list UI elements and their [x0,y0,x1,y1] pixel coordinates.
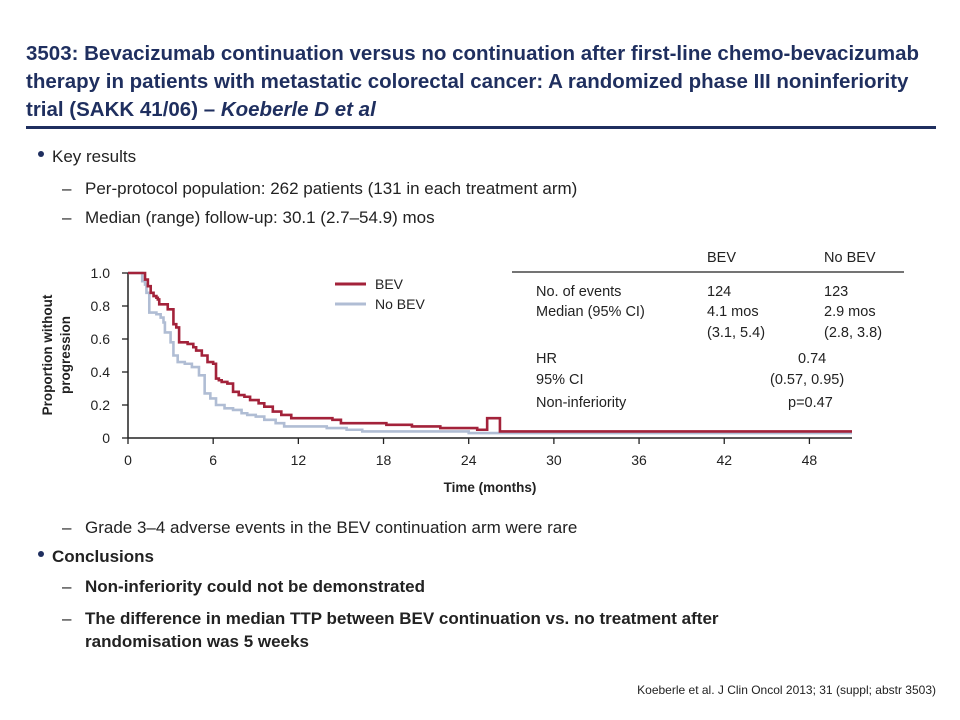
table-row-ci-bev: (3.1, 5.4) [707,325,766,341]
x-tick-label: 30 [546,452,562,468]
series-line-bev [128,271,852,433]
table-ni-value: p=0.47 [788,395,833,411]
x-tick-label: 6 [209,452,217,468]
y-ticks: 0 0.2 0.4 0.6 0.8 1.0 [91,265,128,446]
sub-bullet-adverse-events: Grade 3–4 adverse events in the BEV cont… [85,518,578,537]
table-row-ci-nobev: (2.8, 3.8) [824,325,883,341]
table-row-median-label: Median (95% CI) [536,304,645,320]
citation: Koeberle et al. J Clin Oncol 2013; 31 (s… [637,683,936,697]
kaplan-meier-chart: Proportion without progression 0 0.2 0.4 0.6… [40,265,904,495]
y-axis-label-line: Proportion without [40,294,55,415]
sub-bullet-follow-up: Median (range) follow-up: 30.1 (2.7–54.9… [85,208,435,227]
table-row-events-label: No. of events [536,284,622,300]
bullet-key-results: Key results [52,147,137,166]
x-tick-label: 12 [291,452,307,468]
conclusion-median-ttp-line1: The difference in median TTP between BEV… [85,609,719,628]
legend-label-nobev: No BEV [375,296,425,312]
x-axis-label: Time (months) [444,480,537,495]
table-ni-label: Non-inferiority [536,395,627,411]
x-tick-label: 24 [461,452,477,468]
table-row-median-nobev: 2.9 mos [824,304,876,320]
table-header-nobev: No BEV [824,250,876,266]
x-tick-label: 0 [124,452,132,468]
table-row-events-bev: 124 [707,284,732,300]
x-ticks: 0 6 12 18 24 30 36 42 48 [124,438,817,468]
y-tick-label: 0.8 [91,298,111,314]
bullet-dot-conclusions [38,551,44,557]
dash-2: – [62,208,72,227]
y-tick-label: 0.6 [91,331,111,347]
title-main: 3503: Bevacizumab continuation versus no… [26,42,920,121]
conclusion-non-inferiority: Non-inferiority could not be demonstrate… [85,577,426,596]
y-tick-label: 0.2 [91,397,111,413]
y-tick-label: 1.0 [91,265,111,281]
conclusion-median-ttp-line2: randomisation was 5 weeks [85,632,309,651]
sub-bullet-population: Per-protocol population: 262 patients (1… [85,179,578,198]
y-tick-label: 0 [102,430,110,446]
y-axis-label: Proportion without progression [40,294,73,415]
y-tick-label: 0.4 [91,364,111,380]
table-ci-label: 95% CI [536,372,584,388]
dash-5: – [62,609,72,628]
x-tick-label: 48 [802,452,818,468]
slide-title: 3503: Bevacizumab continuation versus no… [26,40,941,124]
table-row-median-bev: 4.1 mos [707,304,759,320]
bullet-dot-key-results [38,151,44,157]
table-hr-value: 0.74 [798,351,827,367]
table-hr-label: HR [536,351,557,367]
x-tick-label: 18 [376,452,392,468]
title-author: Koeberle D et al [220,98,376,121]
dash-3: – [62,518,72,537]
legend-label-bev: BEV [375,276,404,292]
dash-1: – [62,179,72,198]
table-ci-value: (0.57, 0.95) [770,372,845,388]
dash-4: – [62,577,72,596]
bullet-conclusions: Conclusions [52,547,155,566]
series-layer [128,271,852,435]
title-divider [26,126,936,129]
y-axis-label-line: progression [58,316,73,394]
table-header-bev: BEV [707,250,737,266]
table-row-events-nobev: 123 [824,284,849,300]
x-tick-label: 36 [631,452,647,468]
series-line-nobev [128,271,852,435]
x-tick-label: 42 [716,452,732,468]
